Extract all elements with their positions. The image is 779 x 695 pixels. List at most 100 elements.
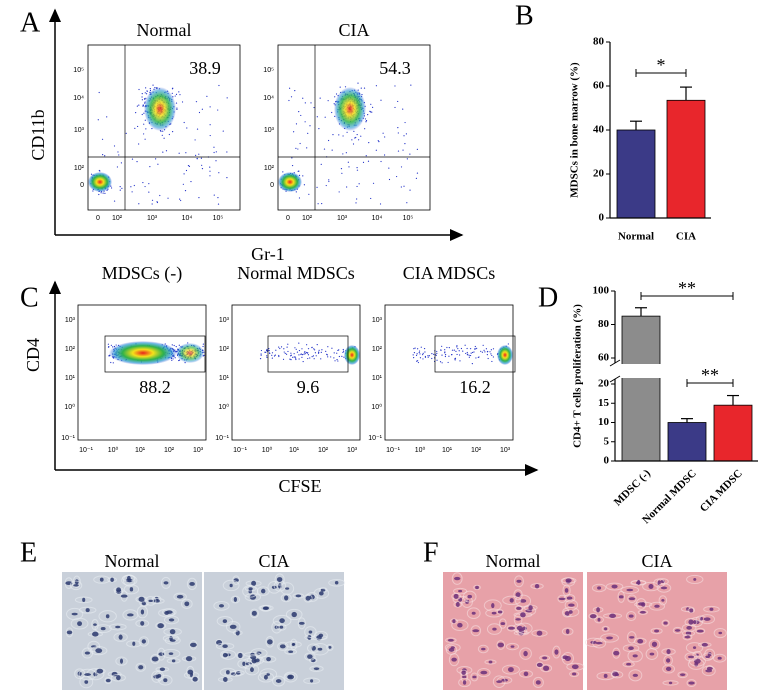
dot [283,348,285,350]
dot [334,96,336,98]
nucleus [140,609,145,615]
dot [280,346,283,348]
cell [219,667,237,677]
dot [431,353,433,355]
dot [292,356,294,358]
dot [178,152,180,154]
dot [151,199,154,201]
nucleus [313,667,320,671]
dot [474,345,476,348]
y-tick-label: 40 [593,124,605,136]
dot [142,181,144,184]
dot [265,351,267,353]
dot [441,362,443,364]
dot [151,203,153,205]
nucleus [689,608,694,613]
nucleus [510,645,515,648]
nucleus [129,587,134,592]
dot [165,150,168,152]
y-tick-label: 10⁰ [218,403,229,411]
nucleus [718,631,723,635]
dot-cloud [259,342,356,363]
dot [185,169,188,172]
dot [278,354,280,357]
dot [218,84,220,87]
cell [483,599,502,612]
cell [162,608,177,617]
cell [496,640,506,650]
nucleus [284,595,289,601]
dot [120,162,123,164]
nucleus [157,623,164,629]
nucleus [92,631,99,637]
nucleus [127,613,134,617]
dot [271,352,274,354]
nucleus [705,669,713,673]
dot [143,133,145,135]
dot [400,186,402,188]
significance-bracket [686,379,734,387]
gate [434,335,516,373]
dot [141,113,143,116]
dot [121,187,123,189]
cell [285,608,303,621]
y-tick-label: 0 [270,182,274,189]
dot [97,119,99,121]
dot [311,356,313,358]
cell [560,577,577,584]
dot [218,172,220,174]
dot [471,351,474,354]
dot [118,154,120,156]
dot [310,102,312,104]
dot [102,154,104,156]
nucleus [447,638,454,642]
nucleus [250,667,254,673]
dot [444,355,446,358]
dot [196,157,198,160]
dot [293,353,295,355]
nucleus [222,619,228,624]
dot [168,133,170,136]
dot [405,133,408,135]
gate-value: 9.6 [297,377,320,397]
dot [268,348,270,350]
dot [342,153,344,155]
dot [314,352,317,354]
dot [319,97,321,99]
nucleus [77,621,83,627]
dot [397,150,400,152]
cell [462,590,477,603]
dot [113,145,116,147]
dot [178,91,180,93]
dot [134,127,136,129]
dot [98,91,100,94]
nucleus [637,639,644,644]
nucleus [535,680,541,685]
dot [303,351,306,353]
dot [471,363,473,365]
dot [98,169,100,172]
cell [569,670,580,678]
cell [115,656,128,666]
dot [415,177,418,179]
significance-label: ** [678,278,696,298]
dot [309,357,311,359]
dot [362,161,365,163]
dot [360,135,362,137]
dot [371,111,373,113]
nucleus [84,680,89,684]
cell [557,594,567,603]
nucleus [279,644,286,649]
dot [303,184,305,186]
cell [309,665,324,673]
dot [482,344,484,346]
dot [226,177,228,179]
nucleus [100,626,106,631]
cell [65,627,74,638]
dot [152,84,154,86]
nucleus [251,580,257,586]
dot [485,348,487,350]
y-tick-label: 10⁴ [263,95,274,102]
dot [455,350,457,352]
cell [163,627,182,636]
